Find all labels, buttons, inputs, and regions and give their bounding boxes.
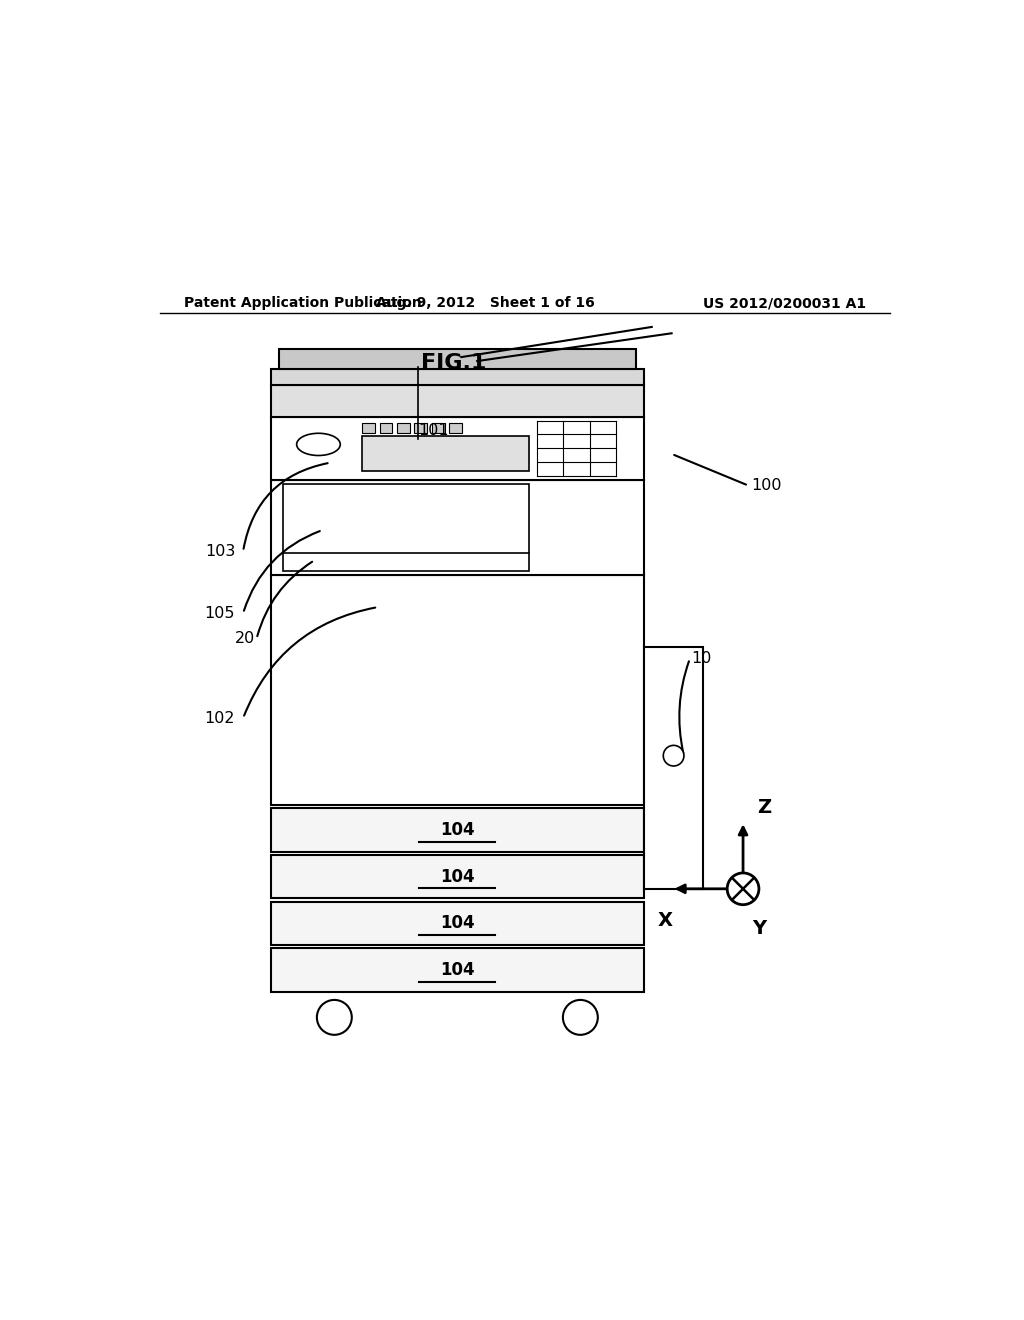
FancyBboxPatch shape xyxy=(362,437,528,471)
FancyBboxPatch shape xyxy=(270,370,644,385)
FancyBboxPatch shape xyxy=(270,480,644,576)
FancyBboxPatch shape xyxy=(362,422,375,433)
Text: 105: 105 xyxy=(205,606,236,620)
FancyBboxPatch shape xyxy=(380,422,392,433)
Text: Z: Z xyxy=(758,799,771,817)
Text: 104: 104 xyxy=(440,867,475,886)
Text: FIG.1: FIG.1 xyxy=(421,354,486,374)
FancyBboxPatch shape xyxy=(283,484,528,572)
Text: Patent Application Publication: Patent Application Publication xyxy=(183,296,421,310)
FancyBboxPatch shape xyxy=(450,422,462,433)
Circle shape xyxy=(727,873,759,904)
FancyBboxPatch shape xyxy=(270,948,644,991)
Text: Aug. 9, 2012   Sheet 1 of 16: Aug. 9, 2012 Sheet 1 of 16 xyxy=(376,296,595,310)
FancyBboxPatch shape xyxy=(279,350,636,370)
Text: 103: 103 xyxy=(205,544,236,560)
Text: 104: 104 xyxy=(440,821,475,838)
Text: 100: 100 xyxy=(751,478,781,494)
FancyBboxPatch shape xyxy=(270,808,644,851)
Text: 20: 20 xyxy=(234,631,255,647)
Text: X: X xyxy=(657,911,673,931)
Text: 104: 104 xyxy=(440,915,475,932)
Circle shape xyxy=(664,746,684,766)
Ellipse shape xyxy=(297,433,340,455)
FancyBboxPatch shape xyxy=(270,576,644,805)
FancyBboxPatch shape xyxy=(270,417,644,480)
FancyBboxPatch shape xyxy=(432,422,444,433)
Circle shape xyxy=(316,1001,352,1035)
FancyBboxPatch shape xyxy=(415,422,427,433)
FancyBboxPatch shape xyxy=(270,854,644,899)
FancyBboxPatch shape xyxy=(644,647,703,888)
FancyBboxPatch shape xyxy=(270,902,644,945)
Text: US 2012/0200031 A1: US 2012/0200031 A1 xyxy=(702,296,866,310)
Text: 104: 104 xyxy=(440,961,475,979)
FancyBboxPatch shape xyxy=(270,385,644,417)
Text: 10: 10 xyxy=(691,651,712,667)
Text: 102: 102 xyxy=(205,710,236,726)
Text: 101: 101 xyxy=(418,422,449,438)
Text: Y: Y xyxy=(753,919,767,939)
FancyBboxPatch shape xyxy=(397,422,410,433)
Circle shape xyxy=(563,1001,598,1035)
